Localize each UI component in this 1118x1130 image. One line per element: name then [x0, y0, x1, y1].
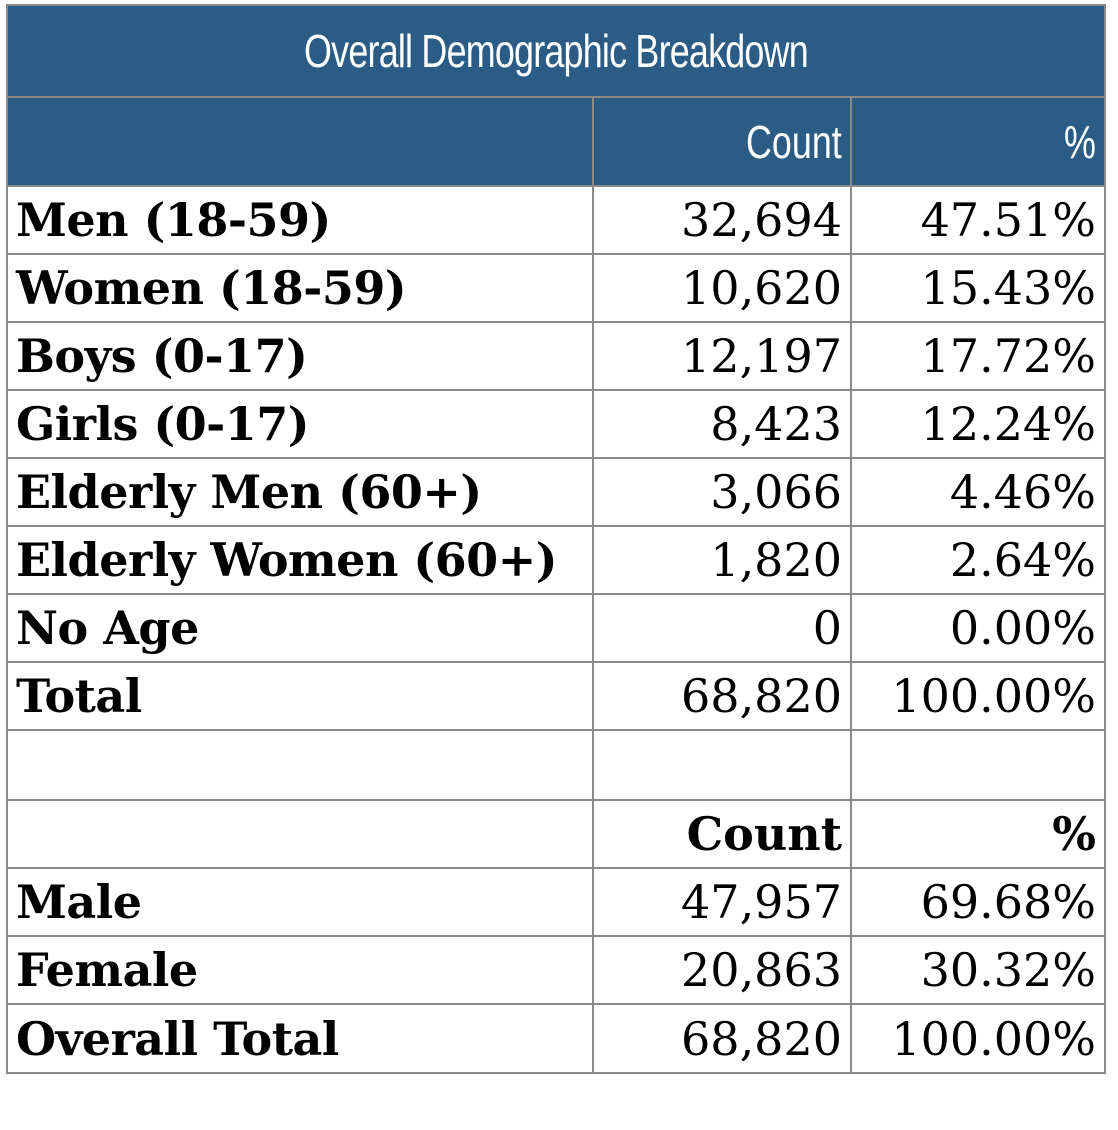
table-title-text: Overall Demographic Breakdown	[304, 25, 809, 77]
total-row: Total 68,820 100.00%	[8, 661, 1104, 731]
blank-cell	[850, 729, 1104, 801]
demographic-table: Overall Demographic Breakdown Count % Me…	[6, 4, 1106, 1074]
row-label: Elderly Men (60+)	[8, 457, 594, 527]
table-row: Female 20,863 30.32%	[8, 935, 1104, 1005]
blank-row	[8, 729, 1104, 801]
gender-header-pct-cell: %	[850, 799, 1104, 869]
row-pct: 30.32%	[850, 935, 1104, 1005]
row-label: Female	[8, 935, 594, 1005]
row-count: 10,620	[592, 253, 852, 323]
row-label: Overall Total	[8, 1003, 594, 1072]
row-pct: 100.00%	[850, 661, 1104, 731]
row-pct: 4.46%	[850, 457, 1104, 527]
row-pct: 17.72%	[850, 321, 1104, 391]
row-label: Male	[8, 867, 594, 937]
row-pct: 12.24%	[850, 389, 1104, 459]
gender-header-label-cell	[8, 799, 594, 869]
row-count: 8,423	[592, 389, 852, 459]
table-row: Elderly Men (60+) 3,066 4.46%	[8, 457, 1104, 527]
breakdown-table: Count % Men (18-59) 32,694 47.51% Women …	[8, 98, 1104, 1072]
gender-header-row: Count %	[8, 799, 1104, 869]
blank-cell	[8, 729, 594, 801]
row-pct: 47.51%	[850, 185, 1104, 255]
overall-total-row: Overall Total 68,820 100.00%	[8, 1003, 1104, 1072]
row-count: 47,957	[592, 867, 852, 937]
row-label: No Age	[8, 593, 594, 663]
row-count: 20,863	[592, 935, 852, 1005]
table-row: Men (18-59) 32,694 47.51%	[8, 185, 1104, 255]
table-row: Girls (0-17) 8,423 12.24%	[8, 389, 1104, 459]
row-count: 68,820	[592, 1003, 852, 1072]
row-pct: 15.43%	[850, 253, 1104, 323]
column-header-row: Count %	[8, 98, 1104, 187]
header-count-cell: Count	[592, 98, 852, 187]
row-pct: 0.00%	[850, 593, 1104, 663]
row-pct: 69.68%	[850, 867, 1104, 937]
table-title: Overall Demographic Breakdown	[8, 6, 1104, 98]
header-count-text: Count	[746, 115, 842, 168]
row-label: Total	[8, 661, 594, 731]
table-row: Women (18-59) 10,620 15.43%	[8, 253, 1104, 323]
row-label: Girls (0-17)	[8, 389, 594, 459]
row-count: 1,820	[592, 525, 852, 595]
table-row: No Age 0 0.00%	[8, 593, 1104, 663]
header-pct-text: %	[1064, 115, 1096, 168]
row-label: Elderly Women (60+)	[8, 525, 594, 595]
table-row: Boys (0-17) 12,197 17.72%	[8, 321, 1104, 391]
blank-cell	[592, 729, 852, 801]
header-label-cell	[8, 98, 594, 187]
row-count: 0	[592, 593, 852, 663]
row-pct: 100.00%	[850, 1003, 1104, 1072]
row-count: 3,066	[592, 457, 852, 527]
row-label: Men (18-59)	[8, 185, 594, 255]
row-count: 68,820	[592, 661, 852, 731]
gender-header-count-cell: Count	[592, 799, 852, 869]
row-pct: 2.64%	[850, 525, 1104, 595]
table-row: Male 47,957 69.68%	[8, 867, 1104, 937]
row-label: Boys (0-17)	[8, 321, 594, 391]
row-count: 12,197	[592, 321, 852, 391]
header-pct-cell: %	[850, 98, 1104, 187]
row-label: Women (18-59)	[8, 253, 594, 323]
table-row: Elderly Women (60+) 1,820 2.64%	[8, 525, 1104, 595]
row-count: 32,694	[592, 185, 852, 255]
